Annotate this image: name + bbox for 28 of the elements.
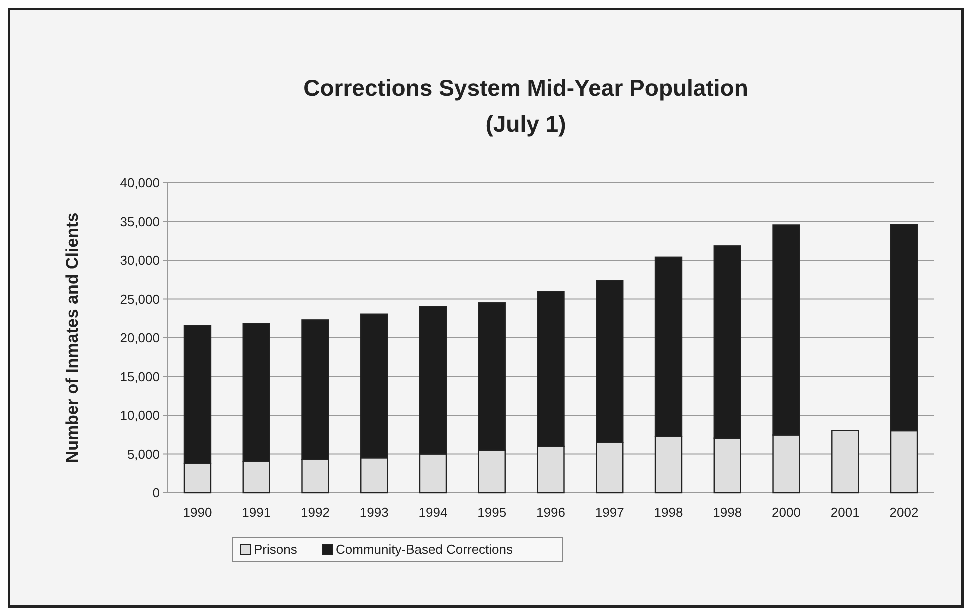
x-tick-label: 2002: [890, 505, 919, 520]
y-tick-label: 10,000: [120, 408, 160, 424]
x-tick-label: 2000: [772, 505, 801, 520]
x-tick-label: 2001: [830, 505, 860, 520]
x-tick-label: 1990: [183, 505, 212, 520]
x-tick-label: 1997: [595, 505, 624, 520]
x-tick-label: 1994: [418, 505, 448, 520]
chart-subtitle: (July 1): [486, 111, 566, 137]
y-tick-label: 35,000: [120, 214, 160, 230]
x-tick-label: 1991: [242, 505, 272, 520]
legend-label: Prisons: [254, 542, 298, 557]
y-tick-label: 40,000: [120, 176, 160, 191]
y-tick-label: 30,000: [120, 253, 160, 268]
y-tick-label: 15,000: [120, 369, 160, 384]
y-axis-title: Number of Inmates and Clients: [63, 212, 82, 464]
y-tick-label: 25,000: [120, 292, 160, 307]
x-tick-label: 1996: [536, 505, 566, 520]
x-tick-label: 1993: [360, 505, 389, 520]
x-tick-label: 1998: [654, 505, 684, 520]
legend-label: Community-Based Corrections: [336, 542, 514, 557]
y-tick-label: 5,000: [127, 446, 160, 462]
x-tick-label: 1992: [301, 505, 330, 520]
x-tick-label: 1995: [478, 505, 507, 520]
chart-title: Corrections System Mid-Year Population: [304, 75, 748, 101]
bar: [832, 430, 860, 494]
x-tick-label: 1998: [713, 505, 742, 520]
y-tick-label: 0: [152, 486, 160, 501]
y-tick-label: 20,000: [120, 330, 160, 346]
